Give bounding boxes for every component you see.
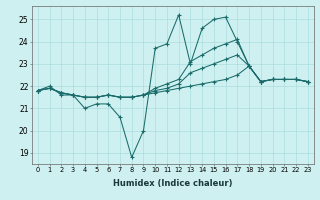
X-axis label: Humidex (Indice chaleur): Humidex (Indice chaleur) (113, 179, 233, 188)
